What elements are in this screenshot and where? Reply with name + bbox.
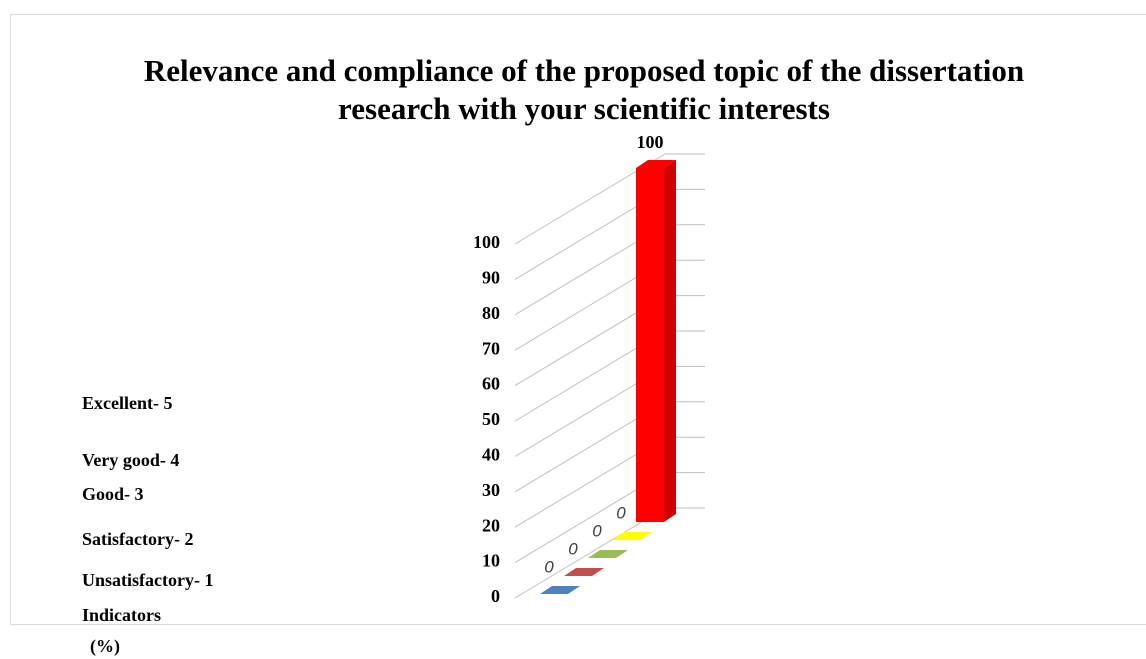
category-label: Good- 3 — [82, 484, 144, 504]
bar-face — [664, 160, 676, 522]
grid-line — [514, 295, 705, 387]
category-label: Excellent- 5 — [82, 393, 172, 413]
y-tick-label: 30 — [482, 480, 500, 500]
data-label: 0 — [568, 539, 578, 558]
y-tick-label: 40 — [482, 445, 500, 465]
grid-line — [514, 365, 705, 457]
grid-line — [514, 188, 705, 280]
bar — [588, 550, 628, 558]
y-tick-label: 80 — [482, 303, 500, 323]
grid-line — [514, 330, 705, 422]
y-tick-label: 70 — [482, 338, 500, 358]
x-axis-label: Indicators — [82, 605, 161, 625]
y-tick-label: 60 — [482, 374, 500, 394]
data-label: 100 — [637, 132, 664, 152]
chart-border — [10, 14, 1146, 625]
grid-line — [514, 153, 705, 245]
bar-face — [564, 568, 604, 576]
grid-line — [514, 224, 705, 316]
chart-title: Relevance and compliance of the proposed… — [143, 53, 1025, 126]
y-axis-label: (%) — [90, 636, 120, 657]
grid-line — [514, 472, 705, 564]
y-tick-label: 20 — [482, 515, 500, 535]
grid-line — [514, 259, 705, 351]
grid-line — [514, 436, 705, 528]
bar-face — [636, 160, 676, 168]
y-tick-label: 50 — [482, 409, 500, 429]
data-label: 0 — [544, 557, 554, 576]
bar-face — [636, 168, 664, 522]
bar-face — [664, 160, 676, 522]
grid-line — [514, 401, 705, 493]
category-label: Satisfactory- 2 — [82, 529, 193, 549]
bar — [540, 586, 580, 594]
bar-face — [540, 586, 580, 594]
y-tick-label: 10 — [482, 551, 500, 571]
y-tick-label: 100 — [473, 232, 500, 252]
data-label: 0 — [592, 521, 602, 540]
category-label: Unsatisfactory- 1 — [82, 570, 213, 590]
bar-face — [588, 550, 628, 558]
category-label: Very good- 4 — [82, 450, 179, 470]
bar — [636, 160, 676, 522]
bar — [564, 568, 604, 576]
bar-face — [612, 532, 652, 540]
y-tick-label: 0 — [491, 586, 500, 606]
bar — [612, 532, 652, 540]
y-tick-label: 90 — [482, 268, 500, 288]
data-label: 0 — [616, 503, 626, 522]
